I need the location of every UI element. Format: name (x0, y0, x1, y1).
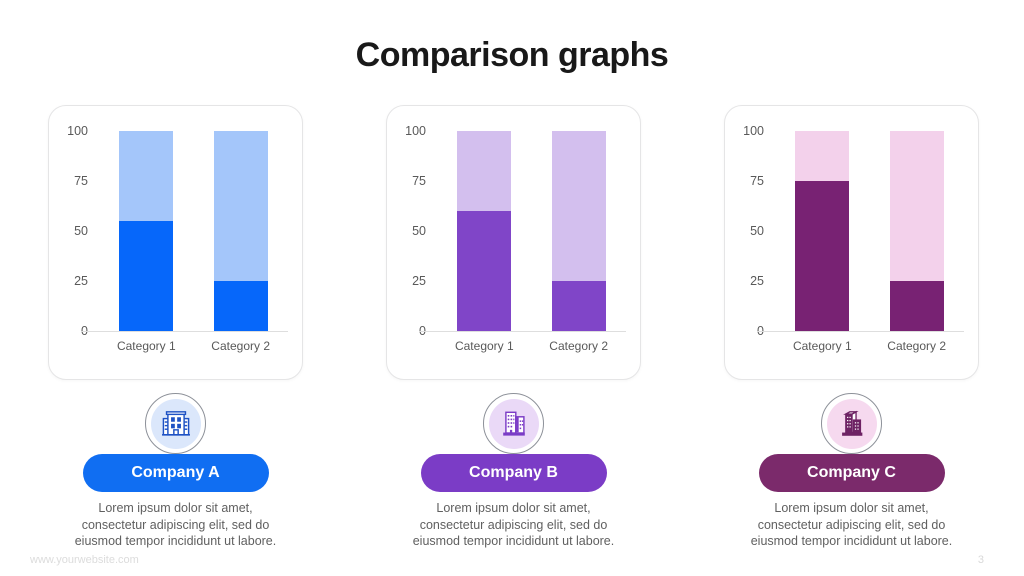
plot-slots: Category 1 Category 2 (95, 131, 292, 353)
y-axis: 0255075100 (403, 124, 433, 338)
y-tick-label: 50 (750, 224, 764, 238)
stacked-bar (119, 131, 174, 331)
plot-slots: Category 1 Category 2 (433, 131, 630, 353)
y-axis: 0255075100 (741, 124, 771, 338)
page-number: 3 (977, 554, 984, 566)
company-icon-circle-inner (488, 398, 539, 449)
skyscrapers-icon (841, 410, 862, 436)
company-description: Lorem ipsum dolor sit amet, consectetur … (74, 501, 277, 549)
y-tick-label: 100 (67, 124, 88, 138)
plot-area: Category 1 Category 2 (81, 131, 292, 353)
stacked-bar (795, 131, 850, 331)
category-slot: Category 2 (536, 131, 622, 353)
company-button[interactable]: Company B (420, 454, 607, 492)
stacked-bar (889, 131, 944, 331)
footer-website-url: www.yourwebsite.com (30, 554, 139, 566)
category-label: Category 2 (549, 339, 608, 353)
twin-towers-icon (502, 411, 525, 436)
plot-slots: Category 1 Category 2 (771, 131, 968, 353)
page-title: Comparison graphs (355, 36, 669, 74)
company-icon-circle-inner (826, 398, 877, 449)
bar-segment-primary (795, 181, 850, 331)
category-label: Category 2 (887, 339, 946, 353)
y-tick-label: 25 (412, 274, 426, 288)
company-icon-circle (483, 393, 544, 454)
company-icon-circle (145, 393, 206, 454)
stacked-bar (551, 131, 606, 331)
bar-segment-primary (213, 281, 268, 331)
bar-segment-primary (889, 281, 944, 331)
y-tick-label: 75 (750, 174, 764, 188)
company-description: Lorem ipsum dolor sit amet, consectetur … (750, 501, 953, 549)
category-label: Category 1 (454, 339, 514, 353)
bar-segment-remainder (119, 131, 174, 221)
bar-segment-remainder (795, 131, 850, 181)
y-tick-label: 25 (750, 274, 764, 288)
x-axis-line (419, 331, 626, 332)
y-tick-label: 50 (74, 224, 88, 238)
company-button[interactable]: Company C (758, 454, 945, 492)
bar-segment-remainder (213, 131, 268, 281)
category-slot: Category 1 (779, 131, 865, 353)
y-tick-label: 50 (412, 224, 426, 238)
bar-segment-primary (119, 221, 174, 331)
category-slot: Category 2 (198, 131, 284, 353)
y-axis: 0255075100 (65, 124, 95, 338)
y-tick-label: 75 (412, 174, 426, 188)
company-icon-circle-inner (150, 398, 201, 449)
category-slot: Category 1 (441, 131, 527, 353)
stacked-bar (457, 131, 512, 331)
stacked-bar (213, 131, 268, 331)
category-label: Category 1 (792, 339, 852, 353)
x-axis-line (81, 331, 288, 332)
category-label: Category 1 (116, 339, 176, 353)
category-slot: Category 2 (874, 131, 960, 353)
y-tick-label: 75 (74, 174, 88, 188)
y-tick-label: 100 (405, 124, 426, 138)
x-axis-line (757, 331, 964, 332)
bar-segment-primary (457, 211, 512, 331)
company-description: Lorem ipsum dolor sit amet, consectetur … (412, 501, 615, 549)
company-icon-circle (821, 393, 882, 454)
company-button[interactable]: Company A (82, 454, 269, 492)
plot-area: Category 1 Category 2 (419, 131, 630, 353)
plot-area: Category 1 Category 2 (757, 131, 968, 353)
category-slot: Category 1 (103, 131, 189, 353)
bar-segment-remainder (889, 131, 944, 281)
office-building-icon (161, 410, 190, 436)
category-label: Category 2 (211, 339, 270, 353)
bar-segment-remainder (457, 131, 512, 211)
bar-segment-remainder (551, 131, 606, 281)
y-tick-label: 25 (74, 274, 88, 288)
bar-segment-primary (551, 281, 606, 331)
y-tick-label: 100 (743, 124, 764, 138)
